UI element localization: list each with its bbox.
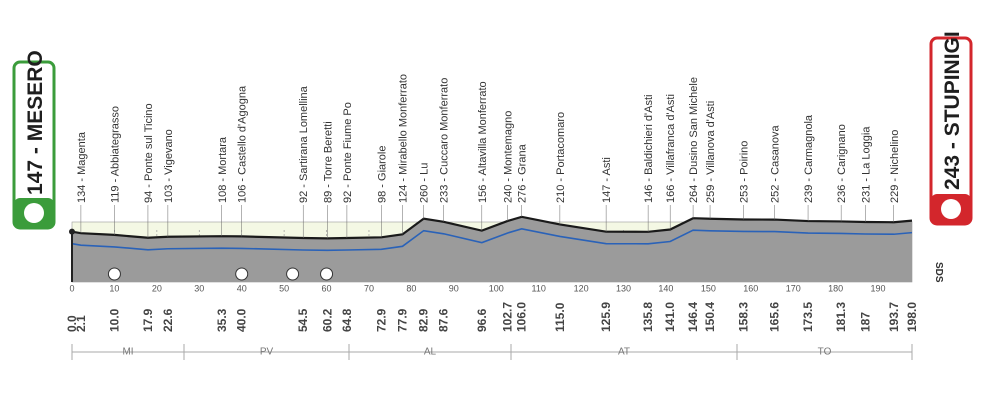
km-label: 106.0 <box>515 302 529 332</box>
region-label: PV <box>260 347 274 358</box>
region-label: MI <box>122 347 133 358</box>
region-label: AT <box>618 347 630 358</box>
region-label: TO <box>818 347 832 358</box>
bike-icon <box>24 203 44 223</box>
level-crossing-icon <box>320 267 334 281</box>
x-tick-label: 160 <box>743 283 758 293</box>
place-label: 252 - Casanova <box>770 124 782 203</box>
km-label: 125.9 <box>599 302 613 332</box>
place-label: 259 - Villanova d'Asti <box>705 101 717 203</box>
place-label: 94 - Ponte sul Ticino <box>143 103 155 203</box>
start-label: 147 - MESERO <box>24 50 47 195</box>
place-label: 253 - Poirino <box>739 141 751 203</box>
km-label: 181.3 <box>834 302 848 332</box>
km-label: 165.6 <box>768 302 782 332</box>
km-label: 17.9 <box>141 308 155 332</box>
km-label: 150.4 <box>703 302 717 332</box>
place-label: 108 - Mortara <box>217 136 229 203</box>
x-tick-label: 120 <box>574 283 589 293</box>
km-label: 87.6 <box>437 308 451 332</box>
place-label: 147 - Asti <box>601 157 613 203</box>
place-label: 92 - Sartirana Lomellina <box>298 85 310 203</box>
place-label: 240 - Montemagno <box>503 111 515 203</box>
profile-area <box>72 216 912 282</box>
start-dot <box>69 228 75 235</box>
finish-icon <box>941 199 961 219</box>
km-label: 10.0 <box>107 308 121 332</box>
km-label: 141.0 <box>663 302 677 332</box>
place-label: 264 - Dusino San Michele <box>688 77 700 203</box>
level-crossing-icon <box>286 267 300 281</box>
x-tick-label: 80 <box>406 283 416 293</box>
km-label: 35.3 <box>215 308 229 332</box>
x-tick-label: 140 <box>658 283 673 293</box>
km-label: 96.6 <box>475 308 489 332</box>
profile-shadow <box>71 228 913 252</box>
place-label: 89 - Torre Beretti <box>322 121 334 203</box>
place-label: 231 - La Loggia <box>860 126 872 203</box>
x-tick-label: 60 <box>322 283 332 293</box>
place-label: 276 - Grana <box>517 143 529 203</box>
sds-note: SDS <box>933 262 944 283</box>
place-label: 156 - Altavilla Monferrato <box>477 81 489 203</box>
km-label: 173.5 <box>801 302 815 332</box>
km-label: 158.3 <box>737 302 751 332</box>
x-tick-label: 90 <box>449 283 459 293</box>
place-label: 233 - Cuccaro Monferrato <box>439 78 451 203</box>
level-crossing-icon <box>235 267 249 281</box>
region-label: AL <box>424 347 437 358</box>
x-tick-label: 150 <box>701 283 716 293</box>
km-label: 82.9 <box>417 308 431 332</box>
km-label: 64.8 <box>340 308 354 332</box>
x-tick-label: 190 <box>871 283 886 293</box>
km-label: 115.0 <box>553 302 567 332</box>
km-label: 72.9 <box>374 308 388 332</box>
place-label: 119 - Abbiategrasso <box>109 106 121 203</box>
place-label: 103 - Vigevano <box>163 129 175 203</box>
km-label: 60.2 <box>320 308 334 332</box>
x-tick-label: 100 <box>489 283 504 293</box>
place-label: 98 - Giarole <box>376 146 388 203</box>
x-tick-label: 30 <box>194 283 204 293</box>
km-label: 102.7 <box>501 302 515 332</box>
place-label: 106 - Castello d'Agogna <box>237 85 249 203</box>
km-label: 22.6 <box>161 308 175 332</box>
x-tick-label: 20 <box>152 283 162 293</box>
x-tick-label: 0 <box>69 283 74 293</box>
place-label: 124 - Mirabello Monferrato <box>397 74 409 203</box>
km-label: 77.9 <box>395 308 409 332</box>
finish-label: 243 - STUPINIGI <box>941 31 964 190</box>
place-label: 239 - Carmagnola <box>803 114 815 203</box>
place-label: 236 - Carignano <box>836 124 848 203</box>
x-tick-label: 70 <box>364 283 374 293</box>
km-label: 54.5 <box>296 308 310 332</box>
km-label: 198.0 <box>905 302 919 332</box>
x-tick-label: 50 <box>279 283 289 293</box>
x-tick-label: 110 <box>531 283 545 293</box>
km-label: 2.1 <box>74 315 88 332</box>
x-tick-label: 170 <box>786 283 801 293</box>
level-crossing-icon <box>107 267 121 281</box>
place-label: 260 - Lu <box>419 163 431 203</box>
place-label: 134 - Magenta <box>76 131 88 203</box>
profile-line <box>71 215 913 240</box>
km-label: 193.7 <box>887 302 901 332</box>
km-label: 40.0 <box>235 308 249 332</box>
x-tick-label: 130 <box>616 283 631 293</box>
place-label: 166 - Villafranca d'Asti <box>665 94 677 203</box>
place-label: 229 - Nichelino <box>889 130 901 203</box>
km-label: 135.8 <box>641 302 655 332</box>
km-label: 146.4 <box>686 302 700 332</box>
place-label: 92 - Ponte Fiume Po <box>342 102 354 203</box>
km-label: 187 <box>858 312 872 332</box>
place-label: 146 - Baldichieri d'Asti <box>643 95 655 204</box>
place-label: 210 - Portacomaro <box>555 112 567 203</box>
km-label: 0.0 <box>65 315 79 332</box>
x-tick-label: 10 <box>109 283 119 293</box>
x-tick-label: 180 <box>828 283 843 293</box>
x-tick-label: 40 <box>237 283 247 293</box>
